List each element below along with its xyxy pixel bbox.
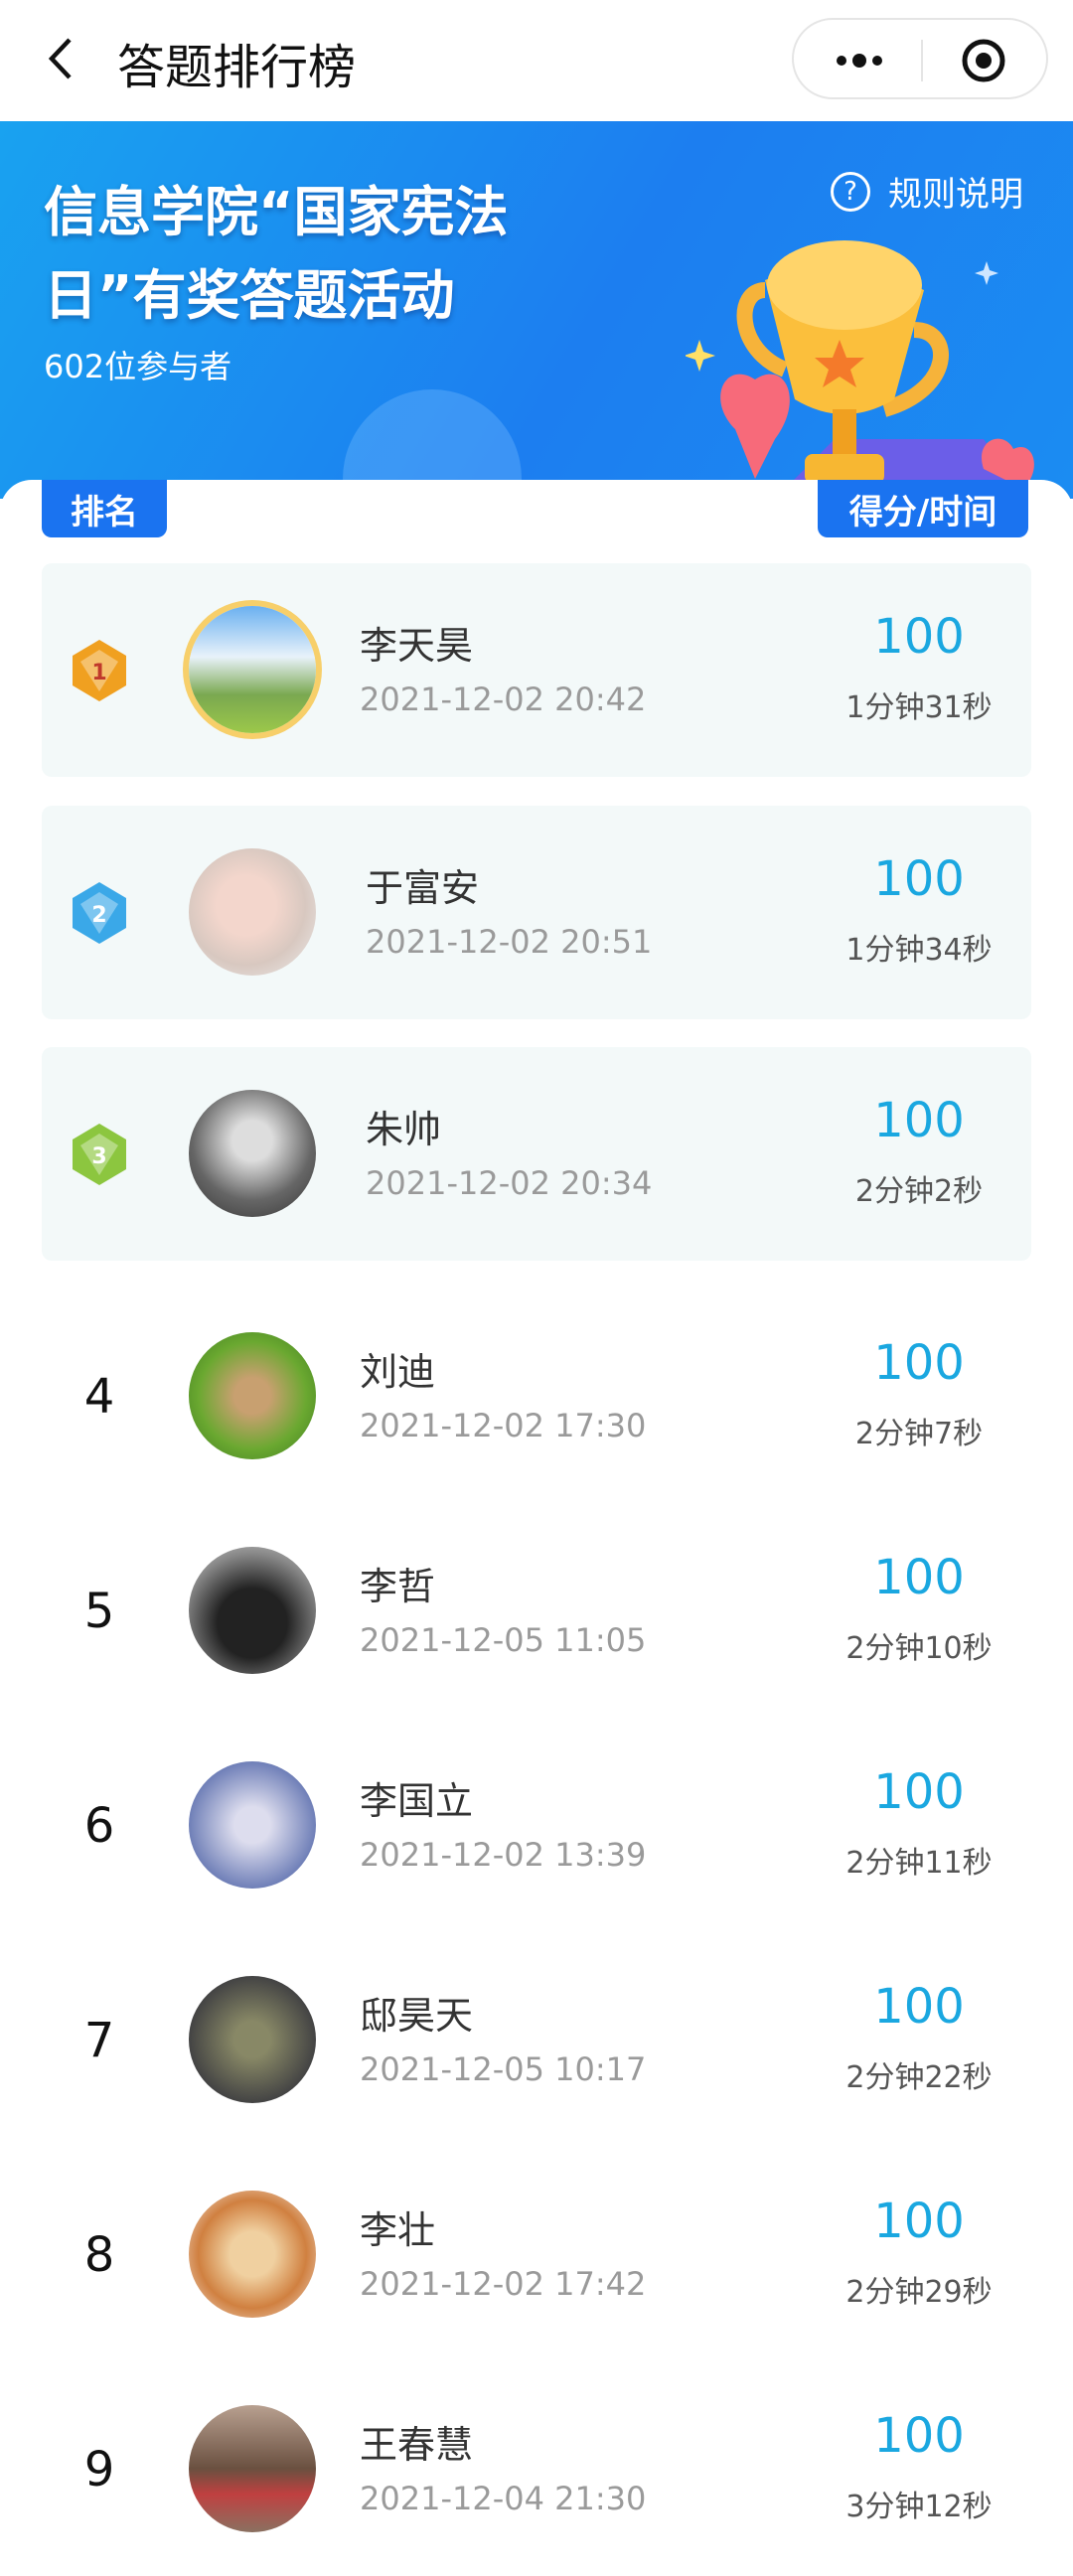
rules-button[interactable]: ? 规则说明 bbox=[831, 167, 1023, 216]
rank: 3 bbox=[42, 1047, 157, 1261]
leaderboard-row[interactable]: 7 邸昊天 2021-12-05 10:17 100 2分钟22秒 bbox=[42, 1933, 1031, 2147]
leaderboard-row[interactable]: 1 李天昊 2021-12-02 20:42 100 1分钟31秒 bbox=[42, 563, 1031, 777]
page-title: 答题排行榜 bbox=[117, 40, 357, 95]
score: 100 bbox=[873, 609, 965, 665]
leaderboard: 排名 得分/时间 1 李天昊 2021-12-02 20:42 100 1分钟3… bbox=[0, 480, 1073, 2566]
submit-time: 2021-12-02 17:30 bbox=[360, 1407, 647, 1444]
submit-time: 2021-12-02 13:39 bbox=[360, 1836, 647, 1874]
duration: 2分钟7秒 bbox=[854, 1417, 984, 1451]
duration: 3分钟12秒 bbox=[845, 2490, 993, 2524]
medal-number: 1 bbox=[91, 661, 106, 685]
avatar[interactable] bbox=[189, 1332, 316, 1459]
avatar[interactable] bbox=[189, 1547, 316, 1674]
submit-time: 2021-12-05 11:05 bbox=[360, 1621, 647, 1659]
avatar[interactable] bbox=[189, 2405, 316, 2532]
submit-time: 2021-12-02 17:42 bbox=[360, 2265, 647, 2303]
duration: 1分钟31秒 bbox=[845, 690, 993, 725]
rank-number: 7 bbox=[83, 2012, 115, 2068]
rank-number: 9 bbox=[83, 2441, 115, 2498]
submit-time: 2021-12-02 20:42 bbox=[360, 681, 647, 718]
title-line-2: 日”有奖答题活动 bbox=[44, 264, 455, 327]
duration: 2分钟11秒 bbox=[845, 1846, 993, 1881]
leaderboard-row[interactable]: 2 于富安 2021-12-02 20:51 100 1分钟34秒 bbox=[42, 806, 1031, 1019]
leaderboard-row[interactable]: 3 朱帅 2021-12-02 20:34 100 2分钟2秒 bbox=[42, 1047, 1031, 1261]
avatar[interactable] bbox=[189, 1090, 316, 1217]
user-name: 李国立 bbox=[360, 1779, 474, 1823]
user-name: 李壮 bbox=[360, 2208, 436, 2252]
score-time-header: 得分/时间 bbox=[818, 480, 1028, 537]
activity-banner: 信息学院“国家宪法 日”有奖答题活动 602位参与者 ? 规则说明 bbox=[0, 121, 1073, 499]
rank: 7 bbox=[42, 1933, 157, 2147]
user-name: 王春慧 bbox=[360, 2423, 474, 2467]
leaderboard-row[interactable]: 6 李国立 2021-12-02 13:39 100 2分钟11秒 bbox=[42, 1719, 1031, 1932]
user-name: 李哲 bbox=[360, 1565, 436, 1608]
chevron-left-icon[interactable] bbox=[38, 34, 87, 83]
rank-number: 8 bbox=[83, 2226, 115, 2283]
avatar[interactable] bbox=[189, 848, 316, 976]
score: 100 bbox=[873, 1335, 965, 1391]
more-dots-icon[interactable] bbox=[830, 46, 889, 76]
title-line-1: 信息学院“国家宪法 bbox=[44, 181, 509, 243]
score: 100 bbox=[873, 1093, 965, 1148]
rank: 4 bbox=[42, 1289, 157, 1503]
rank-medal-icon: 3 bbox=[73, 1123, 126, 1185]
rank: 6 bbox=[42, 1719, 157, 1932]
rank-number: 4 bbox=[83, 1368, 115, 1425]
duration: 2分钟10秒 bbox=[845, 1631, 993, 1666]
score: 100 bbox=[873, 2408, 965, 2464]
score: 100 bbox=[873, 2194, 965, 2249]
activity-title: 信息学院“国家宪法 日”有奖答题活动 bbox=[44, 171, 509, 338]
medal-number: 3 bbox=[91, 1144, 106, 1169]
rank-medal-icon: 1 bbox=[73, 639, 126, 701]
leaderboard-row[interactable]: 9 王春慧 2021-12-04 21:30 100 3分钟12秒 bbox=[42, 2362, 1031, 2576]
rank: 5 bbox=[42, 1504, 157, 1718]
user-name: 李天昊 bbox=[360, 624, 474, 668]
rules-label: 规则说明 bbox=[888, 175, 1023, 215]
trophy-icon bbox=[686, 240, 1034, 499]
score: 100 bbox=[873, 1550, 965, 1605]
leaderboard-row[interactable]: 5 李哲 2021-12-05 11:05 100 2分钟10秒 bbox=[42, 1504, 1031, 1718]
avatar[interactable] bbox=[189, 2191, 316, 2318]
avatar[interactable] bbox=[189, 1761, 316, 1889]
duration: 2分钟22秒 bbox=[845, 2060, 993, 2095]
question-icon: ? bbox=[831, 171, 870, 212]
avatar[interactable] bbox=[189, 1976, 316, 2103]
score: 100 bbox=[873, 1979, 965, 2035]
rank-number: 6 bbox=[83, 1797, 115, 1854]
rank-header: 排名 bbox=[42, 480, 167, 537]
submit-time: 2021-12-02 20:51 bbox=[366, 923, 653, 961]
mini-program-capsule bbox=[792, 18, 1048, 99]
rank-medal-icon: 2 bbox=[73, 881, 126, 944]
duration: 1分钟34秒 bbox=[845, 933, 993, 968]
duration: 2分钟29秒 bbox=[845, 2275, 993, 2310]
medal-number: 2 bbox=[91, 903, 106, 928]
rank-number: 5 bbox=[83, 1583, 115, 1639]
participant-count: 602位参与者 bbox=[44, 348, 232, 385]
submit-time: 2021-12-02 20:34 bbox=[366, 1164, 653, 1202]
score: 100 bbox=[873, 851, 965, 907]
submit-time: 2021-12-04 21:30 bbox=[360, 2480, 647, 2517]
leaderboard-row[interactable]: 4 刘迪 2021-12-02 17:30 100 2分钟7秒 bbox=[42, 1289, 1031, 1503]
rank: 1 bbox=[42, 563, 157, 777]
user-name: 朱帅 bbox=[366, 1108, 442, 1151]
leaderboard-row[interactable]: 8 李壮 2021-12-02 17:42 100 2分钟29秒 bbox=[42, 2148, 1031, 2361]
rank: 9 bbox=[42, 2362, 157, 2576]
user-name: 于富安 bbox=[366, 866, 480, 910]
rank: 2 bbox=[42, 806, 157, 1019]
avatar[interactable] bbox=[189, 606, 316, 733]
divider bbox=[921, 40, 923, 81]
user-name: 邸昊天 bbox=[360, 1994, 474, 2038]
user-name: 刘迪 bbox=[360, 1350, 436, 1394]
target-circle-icon[interactable] bbox=[961, 38, 1006, 83]
nav-bar: 答题排行榜 bbox=[0, 0, 1073, 121]
submit-time: 2021-12-05 10:17 bbox=[360, 2050, 647, 2088]
rank: 8 bbox=[42, 2148, 157, 2361]
duration: 2分钟2秒 bbox=[854, 1174, 984, 1209]
score: 100 bbox=[873, 1764, 965, 1820]
